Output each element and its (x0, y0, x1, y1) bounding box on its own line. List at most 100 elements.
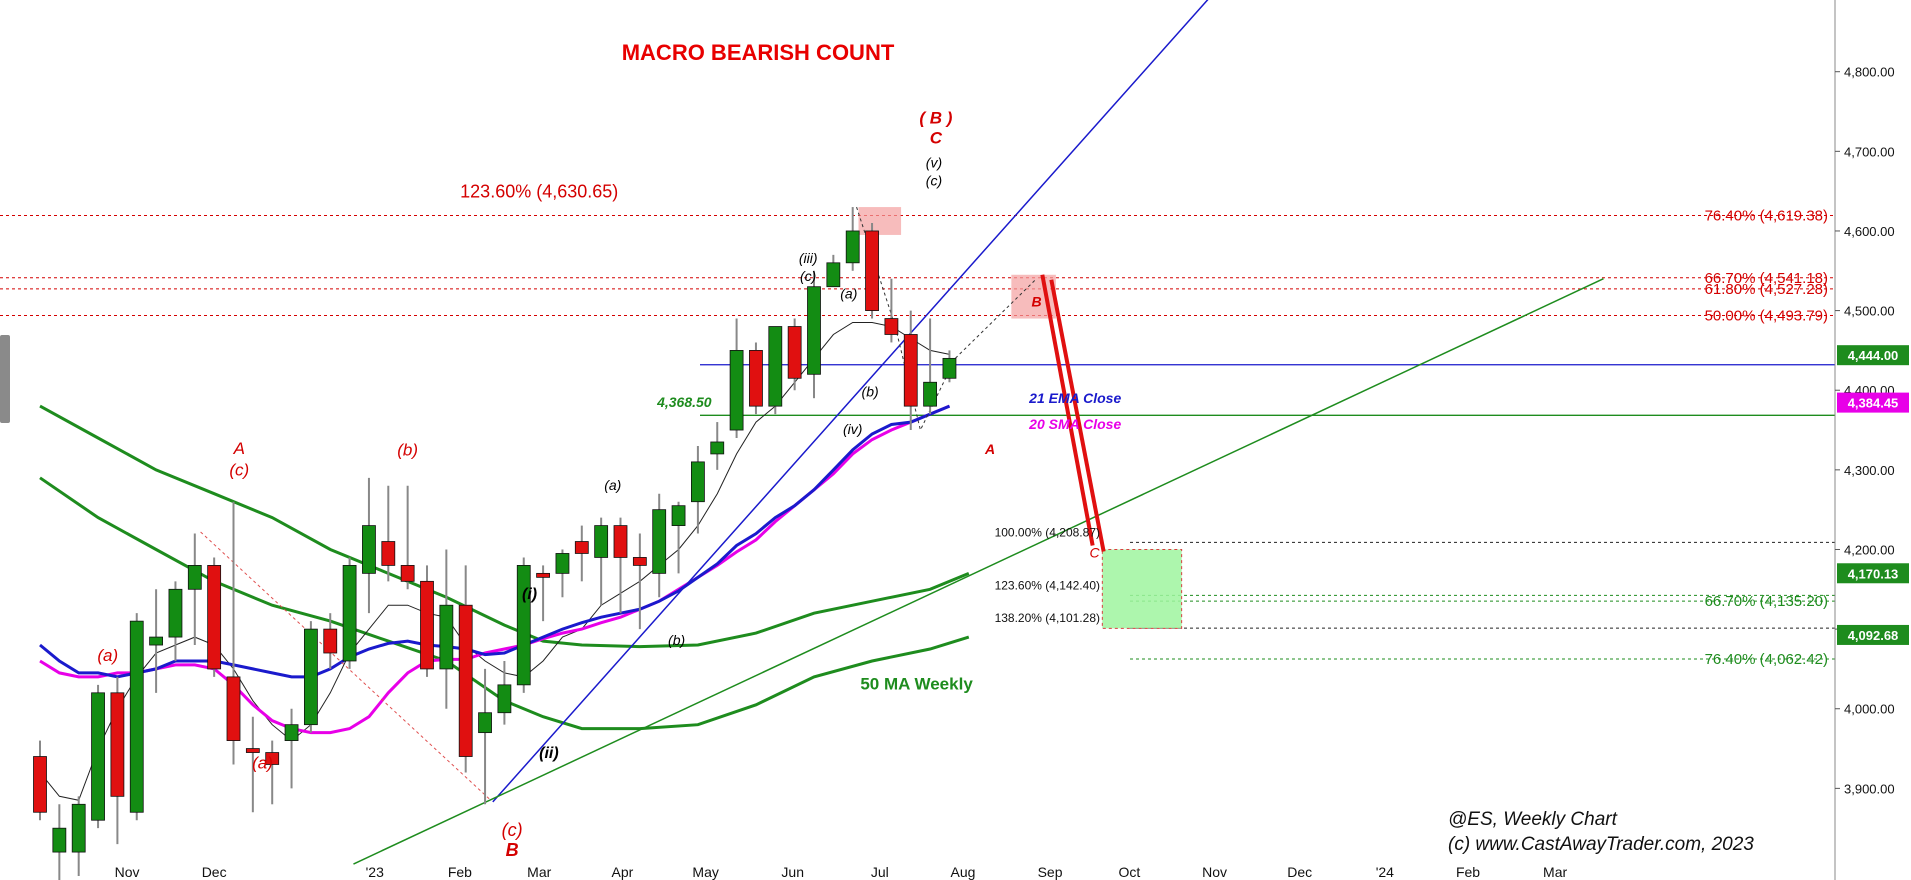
annotation-24: (ii) (539, 745, 559, 762)
fib-label-1: 66.70% (4,541.18) (1705, 270, 1828, 287)
candle-body-0 (33, 756, 47, 813)
annotation-12: C (1090, 544, 1101, 560)
candle-body-29 (594, 525, 609, 558)
candle-body-2 (71, 803, 86, 853)
fib-label-4: 66.70% (4,135.20) (1705, 593, 1828, 610)
annotation-14: 21 EMA Close (1028, 390, 1121, 406)
y-tick-label-3: 4,200.00 (1844, 542, 1895, 557)
price-tag-text-2: 4,170.13 (1848, 566, 1899, 581)
fib-label-2: 61.80% (4,527.28) (1705, 281, 1828, 298)
annotation-0: 123.60% (4,630.65) (460, 182, 618, 202)
green-trendline (353, 278, 1604, 865)
x-tick-label-11: Oct (1119, 864, 1141, 880)
candle-body-20 (420, 580, 434, 670)
annotation-6: (c) (800, 268, 816, 284)
left-panel-handle[interactable] (0, 335, 10, 423)
candle-body-7 (168, 588, 183, 638)
candle-body-10 (226, 676, 241, 741)
candle-body-26 (536, 572, 550, 578)
x-tick-label-0: Nov (115, 864, 140, 880)
candle-body-39 (787, 326, 802, 379)
candle-body-31 (632, 557, 647, 566)
x-tick-label-12: Nov (1202, 864, 1227, 880)
annotation-22: (i) (522, 586, 537, 603)
candle-body-9 (207, 565, 222, 670)
annotation-2: C (930, 128, 943, 147)
price-tag-bg-2 (1837, 563, 1909, 584)
price-tag-3: 4,092.68 (1837, 624, 1909, 645)
annotation-9: (iv) (843, 421, 862, 437)
y-tick-label-0: 3,900.00 (1844, 781, 1895, 796)
candle-body-33 (671, 505, 686, 526)
x-tick-label-16: Mar (1543, 864, 1567, 880)
annotation-3: (v) (926, 154, 942, 170)
candle-body-15 (323, 628, 338, 654)
annotation-17: (c) (229, 460, 249, 479)
annotation-19: (a) (97, 646, 118, 665)
candle-body-37 (749, 350, 763, 407)
x-tick-label-1: Dec (202, 864, 227, 880)
candle-body-5 (129, 620, 144, 813)
x-tick-label-15: Feb (1456, 864, 1480, 880)
price-tag-0: 4,444.00 (1837, 345, 1909, 366)
projection-arrows (1040, 274, 1106, 552)
y-tick-label-4: 4,300.00 (1844, 463, 1895, 478)
wave-guide-black (856, 206, 1037, 432)
trendlines (200, 0, 1604, 865)
fib-labels: 76.40% (4,619.38) 66.70% (4,541.18)61.80%… (995, 208, 1828, 669)
candle-body-22 (458, 604, 473, 757)
candle-body-34 (691, 461, 705, 503)
annotation-20: (a) (252, 753, 273, 772)
candle-body-17 (362, 525, 376, 574)
x-tick-label-9: Aug (951, 864, 976, 880)
extension-label-1: 123.60% (4,142.40) (995, 578, 1100, 592)
annotation-26: B (506, 840, 519, 860)
x-tick-label-7: Jun (781, 864, 804, 880)
candle-body-47 (942, 357, 957, 379)
annotation-23: (b) (668, 632, 685, 648)
candle-body-36 (729, 350, 744, 431)
price-tag-2: 4,170.13 (1837, 563, 1909, 584)
price-tag-text-1: 4,384.45 (1848, 396, 1899, 411)
red-zone-box-0 (858, 207, 902, 235)
candle-body-3 (91, 692, 105, 821)
candle-body-44 (884, 318, 899, 335)
candle-body-16 (342, 565, 357, 662)
candle-body-1 (52, 827, 67, 853)
price-tag-bg-3 (1837, 624, 1909, 645)
time-axis: Nov Dec '23 Feb Mar Apr May Jun Jul Aug Sep Oct Nov D… (115, 864, 1568, 880)
x-tick-label-10: Sep (1038, 864, 1063, 880)
candle-body-6 (149, 636, 164, 646)
annotation-13: 4,368.50 (656, 394, 712, 410)
footer-symbol: @ES, Weekly Chart (1448, 809, 1618, 830)
projection-line-2 (1049, 279, 1106, 552)
horizontal-levels (0, 215, 1835, 660)
highlight-boxes (858, 207, 1183, 629)
price-tag-text-0: 4,444.00 (1848, 348, 1899, 363)
candle-body-42 (845, 230, 860, 264)
candle-body-24 (497, 684, 512, 714)
price-tag-bg-1 (1837, 392, 1909, 413)
annotation-10: B (1031, 294, 1041, 310)
candle-body-41 (826, 262, 841, 288)
projection-line-1 (1040, 274, 1095, 546)
annotation-27: 50 MA Weekly (860, 675, 973, 694)
wave-annotations: 123.60% (4,630.65)( B )C(v)(c)(iii)(c)(a… (97, 108, 1121, 860)
candle-body-18 (381, 541, 396, 566)
y-tick-label-6: 4,500.00 (1844, 304, 1895, 319)
x-tick-label-2: '23 (366, 864, 384, 880)
target-zone-box (1101, 548, 1183, 629)
y-tick-label-9: 4,800.00 (1844, 65, 1895, 80)
annotation-25: (c) (502, 820, 523, 840)
candle-body-43 (865, 230, 879, 311)
candle-body-4 (110, 692, 125, 797)
price-tag-text-3: 4,092.68 (1848, 628, 1899, 643)
x-tick-label-4: Mar (527, 864, 551, 880)
candles (33, 207, 957, 880)
y-tick-label-8: 4,700.00 (1844, 144, 1895, 159)
annotation-21: (a) (604, 477, 621, 493)
x-tick-label-6: May (692, 864, 718, 880)
candle-body-32 (652, 509, 667, 574)
annotation-5: (iii) (799, 250, 818, 266)
